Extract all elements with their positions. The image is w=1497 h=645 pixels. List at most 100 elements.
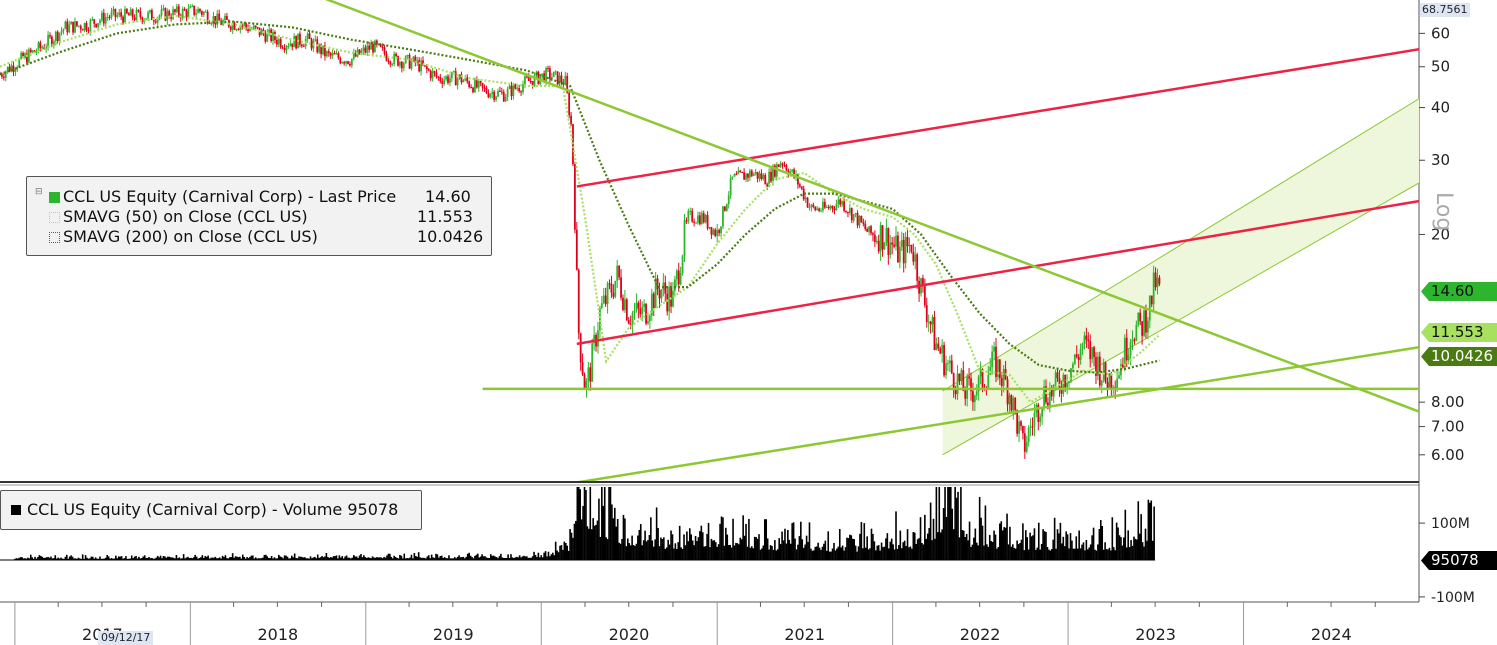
volume-bar bbox=[491, 555, 494, 560]
price-candle bbox=[864, 223, 867, 229]
volume-bar bbox=[523, 555, 525, 560]
price-candle bbox=[131, 9, 134, 18]
volume-bar bbox=[971, 544, 974, 560]
price-candle bbox=[710, 227, 713, 235]
price-legend[interactable]: ⊟ CCL US Equity (Carnival Corp) - Last P… bbox=[26, 176, 492, 256]
price-candle bbox=[272, 32, 274, 42]
volume-bar bbox=[1035, 549, 1037, 560]
volume-bar bbox=[1029, 532, 1031, 560]
volume-bar bbox=[833, 542, 835, 560]
volume-bar bbox=[104, 557, 107, 560]
volume-bar bbox=[885, 538, 887, 560]
price-candle bbox=[681, 255, 684, 273]
price-candle bbox=[199, 8, 201, 12]
volume-bar bbox=[1066, 534, 1069, 560]
volume-bar bbox=[589, 487, 592, 560]
price-candle bbox=[577, 269, 580, 334]
price-candle bbox=[587, 367, 590, 381]
price-candle bbox=[212, 16, 215, 24]
price-candle bbox=[873, 234, 876, 242]
volume-bar bbox=[412, 558, 414, 560]
volume-bar bbox=[502, 557, 505, 560]
price-candle bbox=[1006, 379, 1009, 405]
volume-bar bbox=[761, 548, 763, 560]
volume-bar bbox=[161, 558, 163, 560]
volume-bar bbox=[699, 531, 701, 560]
price-candle bbox=[581, 362, 584, 375]
price-candle bbox=[968, 376, 970, 379]
volume-bar bbox=[955, 497, 958, 560]
price-candle bbox=[1023, 433, 1026, 452]
price-candle bbox=[570, 115, 572, 125]
price-candle bbox=[895, 235, 897, 247]
volume-bar bbox=[999, 523, 1001, 560]
price-candle bbox=[452, 71, 455, 73]
price-candle bbox=[987, 374, 990, 389]
volume-bar bbox=[534, 554, 537, 560]
volume-bar bbox=[813, 550, 815, 560]
price-candle bbox=[374, 40, 376, 53]
price-candle bbox=[62, 29, 65, 31]
volume-bar bbox=[967, 540, 969, 560]
volume-bar bbox=[1009, 526, 1011, 560]
legend-sma50-row[interactable]: SMAVG (50) on Close (CCL US) 11.553 bbox=[27, 207, 473, 227]
volume-bar bbox=[324, 556, 326, 560]
volume-bar bbox=[797, 544, 799, 560]
volume-bar bbox=[1071, 540, 1073, 560]
volume-bar bbox=[883, 546, 886, 560]
volume-bar bbox=[1058, 533, 1060, 560]
volume-bar bbox=[169, 557, 172, 560]
price-candle bbox=[1131, 339, 1134, 342]
price-candle bbox=[550, 77, 553, 79]
price-candle bbox=[174, 9, 176, 12]
price-candle bbox=[697, 215, 699, 223]
sma200-swatch-icon bbox=[49, 232, 60, 243]
volume-bar bbox=[563, 541, 566, 560]
volume-bar bbox=[87, 558, 90, 560]
volume-bar bbox=[775, 550, 778, 560]
volume-bar bbox=[801, 539, 804, 560]
volume-bar bbox=[965, 533, 968, 560]
volume-bar bbox=[701, 532, 704, 560]
volume-bar bbox=[717, 544, 720, 560]
volume-bar bbox=[1049, 550, 1052, 560]
volume-bar bbox=[628, 543, 631, 560]
volume-bar bbox=[1125, 547, 1128, 560]
legend-sma200-row[interactable]: SMAVG (200) on Close (CCL US) 10.0426 bbox=[27, 227, 483, 247]
price-candle bbox=[675, 270, 678, 280]
volume-bar bbox=[364, 557, 367, 560]
legend-price-row[interactable]: CCL US Equity (Carnival Corp) - Last Pri… bbox=[27, 187, 471, 207]
volume-bar bbox=[759, 549, 762, 560]
price-candle bbox=[643, 303, 646, 307]
volume-bar bbox=[1101, 525, 1104, 560]
volume-bar bbox=[1147, 499, 1150, 560]
volume-bar bbox=[54, 555, 57, 560]
volume-bar bbox=[393, 555, 395, 560]
volume-bar bbox=[566, 545, 569, 560]
volume-bar bbox=[667, 539, 669, 560]
legend-tree-icon: ⊟ bbox=[35, 187, 43, 197]
volume-bar bbox=[22, 558, 25, 560]
scale-label[interactable]: Log bbox=[1431, 192, 1456, 232]
volume-bar bbox=[171, 557, 173, 560]
price-candle bbox=[683, 220, 686, 256]
price-candle bbox=[908, 244, 911, 247]
volume-bar bbox=[945, 516, 948, 560]
price-candle bbox=[720, 226, 722, 234]
volume-bar bbox=[416, 556, 419, 560]
price-candle bbox=[733, 174, 736, 177]
price-candle bbox=[350, 58, 353, 66]
volume-bar bbox=[733, 545, 736, 560]
volume-bar bbox=[414, 556, 417, 560]
price-candle bbox=[520, 91, 522, 93]
volume-legend[interactable]: CCL US Equity (Carnival Corp) - Volume 9… bbox=[0, 490, 422, 530]
volume-bar bbox=[254, 557, 257, 560]
price-candle bbox=[191, 5, 194, 7]
price-candle bbox=[252, 25, 255, 30]
volume-bar bbox=[78, 558, 81, 560]
volume-bar bbox=[1069, 533, 1072, 560]
price-candle bbox=[1148, 295, 1151, 321]
volume-bar bbox=[35, 558, 38, 560]
volume-bar bbox=[942, 508, 945, 560]
volume-bar bbox=[1150, 500, 1153, 560]
